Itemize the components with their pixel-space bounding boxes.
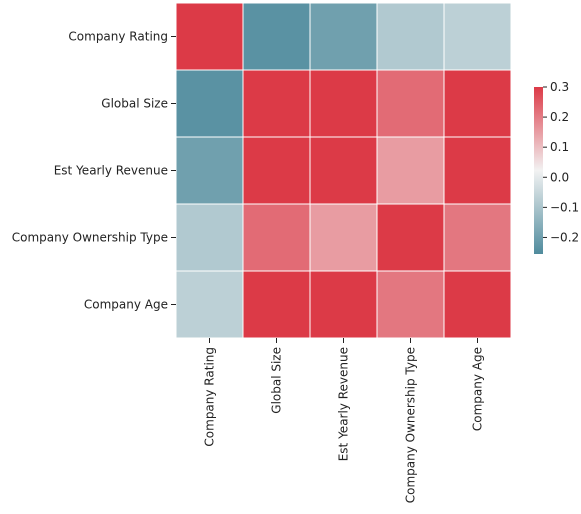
colorbar-tick-label: 0.3 <box>550 80 569 94</box>
y-tick-label: Company Rating <box>68 30 168 44</box>
heatmap-cell <box>242 203 311 272</box>
x-tick-label: Company Ownership Type <box>404 347 418 503</box>
heatmap-cell <box>443 136 512 205</box>
heatmap-cell <box>443 69 512 138</box>
colorbar-tick-label: −0.1 <box>550 200 579 214</box>
heatmap-cell <box>443 2 512 71</box>
y-tick-label: Est Yearly Revenue <box>54 164 168 178</box>
colorbar-tick-label: 0.1 <box>550 140 569 154</box>
colorbar: 0.3 0.2 0.1 0.0 −0.1 −0.2 <box>534 80 579 254</box>
colorbar-tick-label: 0.0 <box>550 170 569 184</box>
heatmap-cell <box>242 136 311 205</box>
heatmap-cell <box>175 69 244 138</box>
heatmap-cell <box>242 270 311 339</box>
colorbar-tick-label: −0.2 <box>550 230 579 244</box>
x-tick-label: Global Size <box>270 347 284 414</box>
heatmap-cell <box>175 2 244 71</box>
heatmap-cell <box>175 136 244 205</box>
heatmap-cell <box>175 270 244 339</box>
heatmap-cell <box>376 203 445 272</box>
y-tick-label: Company Ownership Type <box>12 231 168 245</box>
colorbar-tick-label: 0.2 <box>550 110 569 124</box>
heatmap-cell <box>443 203 512 272</box>
y-axis: Company Rating Global Size Est Yearly Reve… <box>12 30 176 312</box>
heatmap-cell <box>376 69 445 138</box>
heatmap-cell <box>309 136 378 205</box>
x-tick-label: Company Age <box>471 347 485 431</box>
heatmap-cell <box>309 69 378 138</box>
heatmap-cell <box>242 2 311 71</box>
y-tick-label: Global Size <box>101 97 168 111</box>
x-tick-label: Company Rating <box>203 347 217 447</box>
heatmap-cell <box>376 2 445 71</box>
x-axis: Company Rating Global Size Est Yearly Reve… <box>203 338 485 503</box>
colorbar-gradient <box>534 87 543 254</box>
heatmap-cell <box>376 136 445 205</box>
heatmap-cells <box>175 2 512 339</box>
x-tick-label: Est Yearly Revenue <box>337 347 351 461</box>
heatmap-cell <box>309 2 378 71</box>
heatmap-cell <box>309 203 378 272</box>
heatmap-cell <box>309 270 378 339</box>
heatmap-cell <box>242 69 311 138</box>
heatmap-cell <box>175 203 244 272</box>
heatmap-cell <box>376 270 445 339</box>
heatmap-cell <box>443 270 512 339</box>
y-tick-label: Company Age <box>84 298 168 312</box>
